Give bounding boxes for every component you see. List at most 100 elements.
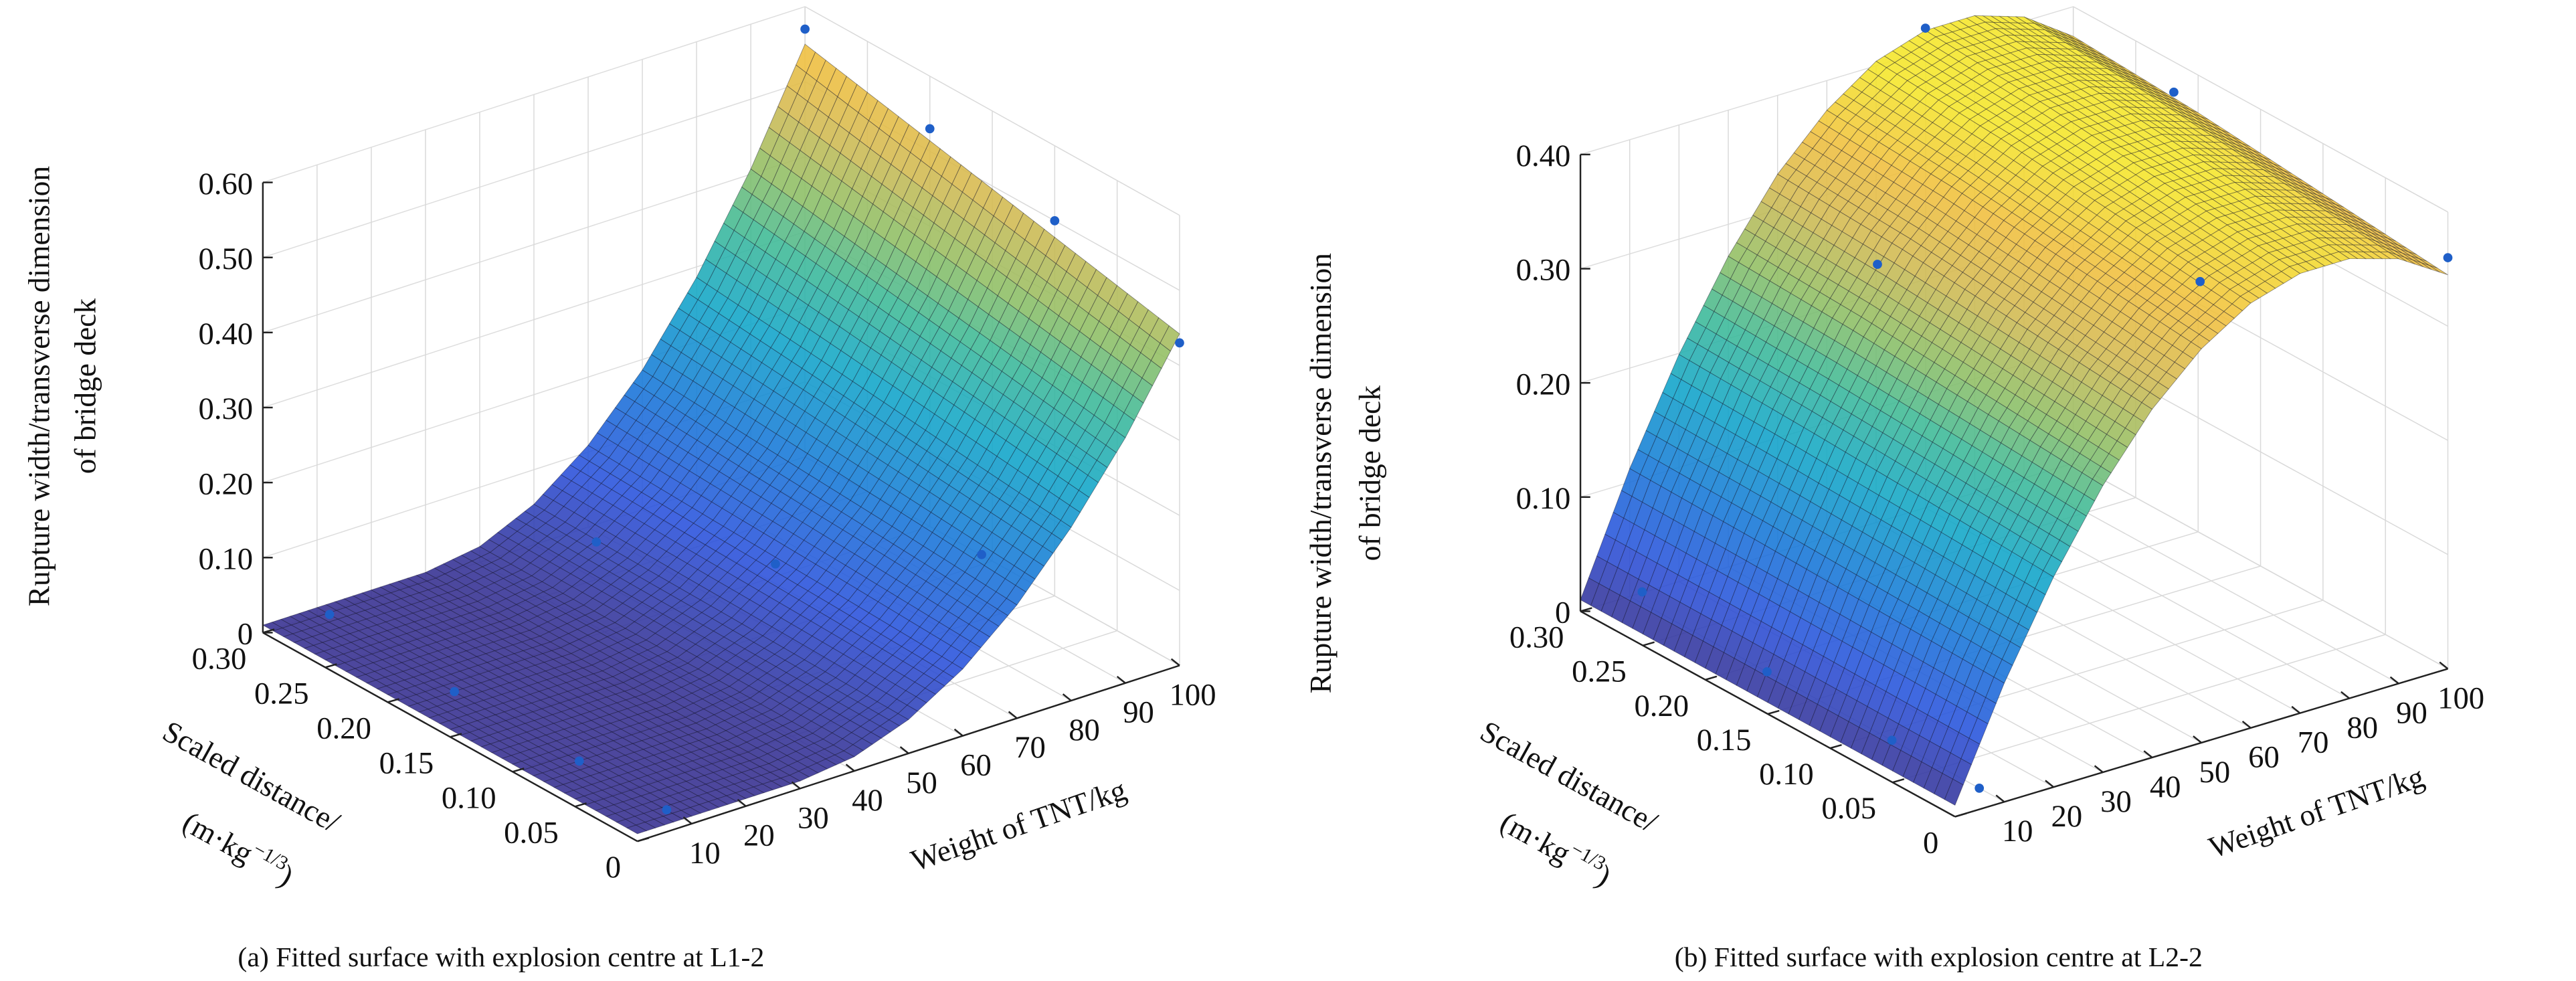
y-tick-label: 0.20: [1634, 689, 1689, 723]
surface-patch: [678, 452, 699, 472]
data-point: [771, 559, 780, 569]
surface-patch: [676, 547, 697, 564]
surface-patch: [794, 389, 814, 412]
surface-patch: [653, 614, 674, 628]
surface-patch: [774, 397, 795, 420]
surface-patch: [735, 237, 755, 264]
surface-patch: [798, 304, 820, 330]
surface-patch: [507, 604, 528, 615]
surface-patch: [461, 621, 482, 631]
surface-patch: [452, 555, 473, 566]
surface-patch: [800, 492, 822, 511]
surface-patch: [597, 545, 618, 559]
surface-patch: [759, 325, 781, 349]
surface-patch: [728, 577, 749, 594]
surface-patch: [483, 572, 504, 584]
surface-patch: [807, 438, 828, 461]
x-tick: [953, 728, 963, 737]
surface-chart-b: 00.100.200.300.4000.050.100.150.200.250.…: [1304, 6, 2484, 973]
surface-patch: [547, 541, 569, 555]
surface-patch: [715, 400, 735, 423]
surface-patch: [720, 477, 741, 497]
surface-patch: [691, 600, 712, 613]
z-tick-label: 0.30: [199, 391, 254, 426]
surface-patch: [552, 580, 573, 594]
surface-patch: [691, 495, 713, 515]
surface-patch: [808, 460, 829, 482]
surface-patch: [751, 340, 771, 363]
surface-patch: [729, 593, 751, 610]
surface-patch: [765, 412, 786, 434]
surface-patch: [705, 535, 725, 551]
surface-patch: [589, 451, 610, 468]
surface-patch: [813, 381, 834, 404]
surface-patch: [672, 501, 693, 518]
surface-patch: [718, 297, 739, 321]
z-tick-label: 0.30: [1516, 253, 1571, 288]
surface-patch: [732, 502, 753, 521]
caption-b: (b) Fitted surface with explosion centre…: [1675, 942, 2203, 973]
surface-patch: [809, 312, 830, 337]
surface-patch: [408, 647, 430, 657]
surface-patch: [795, 410, 816, 433]
surface-patch: [641, 482, 662, 499]
surface-patch: [791, 346, 812, 369]
surface-patch: [561, 573, 582, 588]
y-tick-label: 0.05: [1821, 791, 1876, 826]
surface-patch: [625, 401, 646, 421]
x-tick-label: 70: [1014, 730, 1046, 765]
surface-patch: [697, 428, 717, 448]
z-axis-title-line1: Rupture width/transverse dimension: [1304, 253, 1338, 694]
surface-patch: [705, 415, 727, 435]
surface-patch: [745, 544, 766, 561]
x-axis-title: Weight of TNT/kg: [907, 773, 1130, 878]
surface-patch: [666, 427, 687, 447]
z-axis-title-line1: Rupture width/transverse dimension: [23, 166, 56, 607]
x-tick-label: 30: [2100, 784, 2132, 819]
surface-patch: [703, 618, 723, 632]
surface-patch: [663, 619, 684, 633]
surface-patch: [732, 186, 753, 213]
surface-patch: [737, 569, 758, 586]
surface-patch: [640, 464, 660, 484]
surface-patch: [769, 135, 790, 164]
surface-patch: [716, 422, 737, 442]
surface-patch: [630, 476, 652, 493]
surface-patch: [787, 273, 808, 299]
surface-patch: [484, 582, 506, 594]
surface-patch: [792, 178, 812, 207]
surface-patch: [766, 666, 788, 680]
surface-patch: [726, 428, 747, 448]
surface-patch: [555, 673, 576, 683]
x-tick-label: 50: [2199, 755, 2231, 790]
surface-patch: [526, 606, 547, 617]
surface-patch: [784, 653, 806, 667]
surface-patch: [789, 121, 810, 151]
surface-patch: [814, 534, 834, 553]
surface-patch: [819, 116, 840, 146]
surface-patch: [700, 328, 721, 351]
surface-patch: [761, 155, 781, 185]
surface-patch: [737, 435, 757, 455]
surface-patch: [674, 625, 695, 639]
surface-patch: [688, 458, 710, 478]
x-tick-label: 20: [743, 818, 775, 853]
surface-patch: [511, 569, 533, 581]
y-tick-label: 0.15: [379, 745, 434, 780]
surface-patch: [581, 476, 602, 494]
surface-patch: [769, 308, 790, 333]
surface-patch: [755, 405, 775, 428]
surface-patch: [682, 606, 703, 620]
surface-patch: [781, 497, 802, 517]
surface-patch: [749, 460, 769, 480]
surface-patch: [816, 270, 838, 296]
data-point: [1920, 23, 1930, 33]
x-tick-label: 100: [2437, 681, 2484, 715]
data-point: [2195, 276, 2205, 286]
surface-patch: [654, 626, 676, 640]
surface-patch: [784, 533, 805, 553]
data-point: [574, 756, 584, 766]
surface-patch: [663, 510, 684, 527]
surface-patch: [633, 507, 654, 525]
surface-patch: [763, 521, 784, 540]
